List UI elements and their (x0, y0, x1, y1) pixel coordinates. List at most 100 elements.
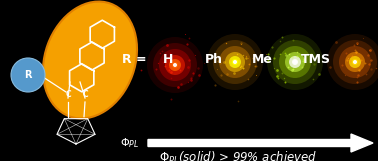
Text: TMS: TMS (301, 53, 331, 66)
Point (238, 43, 244, 46)
Text: $\Phi_{PL}$: $\Phi_{PL}$ (120, 136, 140, 150)
Circle shape (165, 55, 185, 75)
Point (345, 56, 351, 59)
Point (166, 57, 172, 59)
Point (333, 40, 339, 43)
Point (178, 83, 184, 85)
Circle shape (213, 40, 257, 84)
Point (189, 72, 195, 75)
Point (186, 59, 192, 62)
Point (287, 53, 293, 55)
Point (301, 57, 307, 60)
Point (290, 38, 296, 41)
Point (212, 83, 218, 86)
Point (363, 73, 369, 75)
Text: Me: Me (252, 53, 273, 66)
Point (360, 37, 366, 39)
Circle shape (229, 56, 241, 68)
Ellipse shape (43, 2, 137, 118)
Point (243, 55, 249, 57)
Point (375, 60, 378, 62)
Point (354, 43, 360, 45)
Point (182, 33, 188, 35)
Point (352, 43, 358, 46)
Circle shape (327, 34, 378, 90)
Point (269, 46, 275, 48)
Point (253, 74, 259, 76)
Point (153, 68, 159, 70)
Circle shape (279, 46, 311, 78)
Point (243, 57, 249, 59)
Point (294, 51, 300, 53)
Point (234, 52, 240, 55)
Circle shape (232, 59, 238, 65)
Point (185, 66, 191, 68)
Circle shape (159, 49, 191, 81)
Point (138, 69, 144, 71)
Point (245, 78, 251, 80)
Point (168, 70, 174, 73)
Point (358, 58, 364, 61)
Point (327, 66, 333, 68)
Point (290, 68, 296, 70)
Point (218, 74, 224, 76)
Point (271, 66, 277, 69)
Text: R: R (24, 70, 32, 80)
Point (206, 59, 212, 61)
Point (163, 65, 169, 67)
Point (308, 52, 314, 55)
Point (354, 80, 360, 83)
Point (355, 74, 361, 76)
Point (188, 77, 194, 80)
Point (201, 62, 207, 64)
Point (265, 60, 271, 62)
Point (366, 63, 372, 65)
Point (310, 78, 316, 80)
Point (283, 53, 289, 56)
Text: C: C (82, 90, 88, 99)
Circle shape (339, 46, 371, 78)
Circle shape (219, 46, 251, 78)
Circle shape (172, 62, 178, 68)
Point (342, 74, 349, 76)
Point (164, 44, 170, 47)
Point (352, 51, 358, 53)
Point (167, 77, 174, 79)
Point (286, 53, 292, 55)
Circle shape (207, 34, 263, 90)
Point (185, 81, 191, 83)
Point (367, 48, 373, 51)
Circle shape (147, 37, 203, 93)
Point (275, 77, 281, 79)
Point (271, 56, 277, 59)
Point (223, 41, 229, 44)
Point (215, 59, 221, 62)
Point (354, 42, 360, 44)
Point (237, 66, 243, 68)
Point (155, 61, 161, 64)
Point (177, 68, 183, 71)
Point (157, 52, 163, 54)
Point (246, 63, 253, 66)
Point (279, 36, 285, 39)
Point (282, 52, 288, 54)
Point (159, 50, 165, 52)
Point (294, 54, 300, 57)
Point (265, 52, 271, 55)
Point (279, 72, 285, 74)
Point (224, 72, 230, 75)
Point (251, 65, 257, 68)
Circle shape (289, 56, 301, 68)
Point (214, 67, 220, 70)
Text: R =: R = (122, 53, 147, 66)
Text: H: H (163, 53, 174, 66)
Circle shape (293, 60, 297, 64)
Circle shape (267, 34, 323, 90)
Point (239, 42, 245, 45)
Point (162, 58, 168, 60)
Point (362, 62, 368, 64)
Circle shape (285, 52, 305, 72)
Point (186, 37, 192, 39)
Point (166, 65, 172, 68)
Circle shape (11, 58, 45, 92)
